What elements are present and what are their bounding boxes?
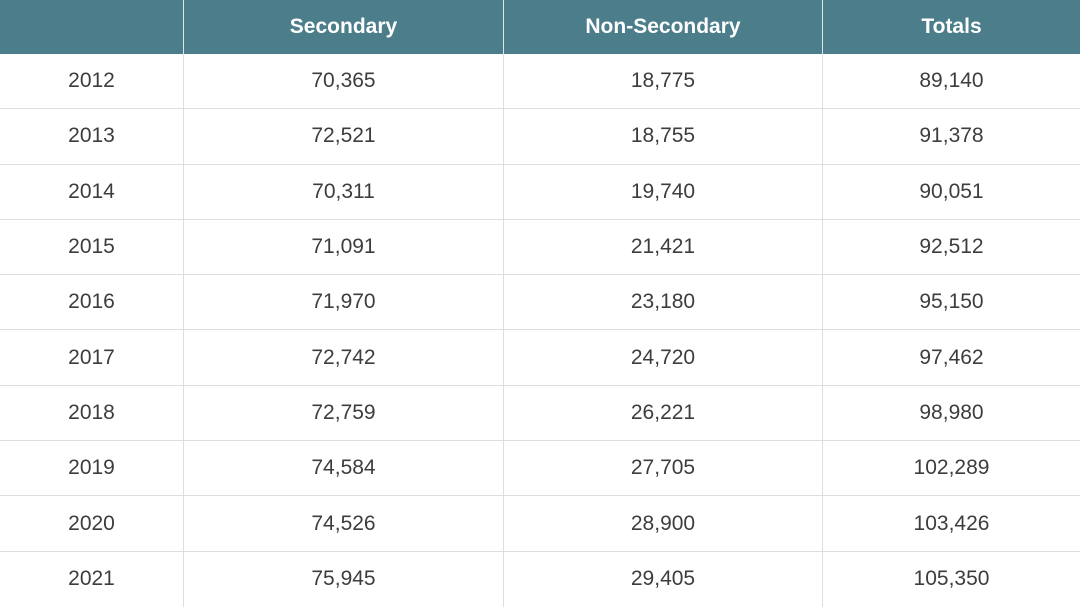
non-secondary-cell: 24,720 bbox=[504, 330, 823, 385]
table-header-row: Secondary Non-Secondary Totals bbox=[0, 0, 1080, 54]
table-row: 2016 71,970 23,180 95,150 bbox=[0, 275, 1080, 331]
totals-cell: 98,980 bbox=[919, 400, 984, 424]
year-cell: 2017 bbox=[0, 330, 184, 385]
totals-cell: 97,462 bbox=[919, 345, 984, 369]
totals-cell: 95,150 bbox=[919, 290, 984, 314]
table-row: 2017 72,742 24,720 97,462 bbox=[0, 330, 1080, 386]
secondary-cell: 72,742 bbox=[184, 330, 504, 385]
non-secondary-cell: 26,221 bbox=[504, 385, 823, 441]
year-cell: 2020 bbox=[0, 496, 184, 551]
secondary-cell: 70,311 bbox=[184, 164, 504, 219]
secondary-cell: 72,759 bbox=[184, 385, 504, 441]
totals-cell: 103,426 bbox=[913, 511, 990, 535]
table-row: 2012 70,365 18,775 89,140 bbox=[0, 53, 1080, 110]
secondary-cell: 70,365 bbox=[184, 53, 504, 109]
table-row: 2018 72,759 26,221 98,980 bbox=[0, 385, 1080, 442]
non-secondary-cell: 27,705 bbox=[504, 441, 823, 496]
secondary-cell: 74,526 bbox=[184, 496, 504, 551]
header-cell-year bbox=[0, 0, 184, 54]
header-cell-non-secondary: Non-Secondary bbox=[504, 0, 823, 54]
non-secondary-cell: 18,755 bbox=[504, 109, 823, 164]
year-cell: 2013 bbox=[0, 109, 184, 164]
totals-cell: 105,350 bbox=[913, 567, 990, 591]
totals-cell: 91,378 bbox=[919, 124, 984, 148]
table-row: 2014 70,311 19,740 90,051 bbox=[0, 164, 1080, 220]
secondary-cell: 71,091 bbox=[184, 219, 504, 275]
non-secondary-cell: 28,900 bbox=[504, 496, 823, 551]
secondary-cell: 71,970 bbox=[184, 275, 504, 330]
totals-cell: 89,140 bbox=[919, 69, 984, 93]
non-secondary-cell: 21,421 bbox=[504, 219, 823, 275]
totals-cell: 102,289 bbox=[913, 456, 990, 480]
year-cell: 2018 bbox=[0, 385, 184, 441]
table-row: 2015 71,091 21,421 92,512 bbox=[0, 219, 1080, 276]
table-row: 2019 74,584 27,705 102,289 bbox=[0, 441, 1080, 497]
secondary-cell: 75,945 bbox=[184, 551, 504, 607]
non-secondary-cell: 18,775 bbox=[504, 53, 823, 109]
non-secondary-cell: 19,740 bbox=[504, 164, 823, 219]
table-row: 2021 75,945 29,405 105,350 bbox=[0, 551, 1080, 607]
year-cell: 2019 bbox=[0, 441, 184, 496]
table-row: 2020 74,526 28,900 103,426 bbox=[0, 496, 1080, 552]
year-cell: 2012 bbox=[0, 53, 184, 109]
secondary-cell: 72,521 bbox=[184, 109, 504, 164]
year-cell: 2021 bbox=[0, 551, 184, 607]
totals-cell: 92,512 bbox=[919, 235, 984, 259]
totals-cell: 90,051 bbox=[919, 179, 984, 203]
secondary-cell: 74,584 bbox=[184, 441, 504, 496]
non-secondary-cell: 23,180 bbox=[504, 275, 823, 330]
non-secondary-cell: 29,405 bbox=[504, 551, 823, 607]
header-cell-secondary: Secondary bbox=[184, 0, 504, 54]
year-cell: 2015 bbox=[0, 219, 184, 275]
header-cell-totals: Totals bbox=[921, 14, 982, 38]
year-cell: 2014 bbox=[0, 164, 184, 219]
year-cell: 2016 bbox=[0, 275, 184, 330]
table-row: 2013 72,521 18,755 91,378 bbox=[0, 109, 1080, 165]
